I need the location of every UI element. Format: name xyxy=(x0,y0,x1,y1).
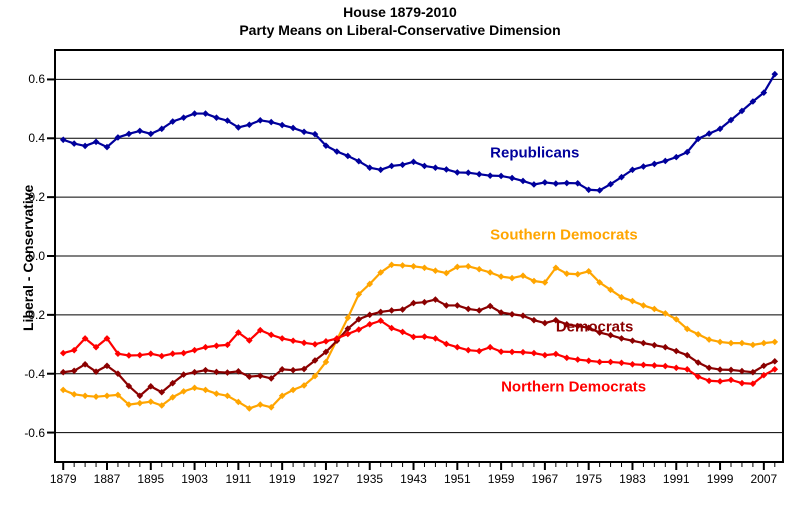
series-label-republicans: Republicans xyxy=(490,145,579,162)
x-tick-label: 1903 xyxy=(181,472,208,486)
chart-title: House 1879-2010 Party Means on Liberal-C… xyxy=(0,4,800,39)
x-tick-label: 1959 xyxy=(488,472,515,486)
x-tick-label: 1967 xyxy=(532,472,559,486)
x-tick-label: 1895 xyxy=(137,472,164,486)
y-tick-label: 0.2 xyxy=(28,190,45,204)
y-tick-label: -0.6 xyxy=(24,426,45,440)
x-tick-label: 1951 xyxy=(444,472,471,486)
plot-svg xyxy=(55,50,783,462)
y-tick-label: 0.6 xyxy=(28,72,45,86)
x-tick-label: 1991 xyxy=(663,472,690,486)
y-tick-label: 0.0 xyxy=(28,249,45,263)
x-tick-label: 2007 xyxy=(750,472,777,486)
plot-area xyxy=(55,50,783,462)
series-label-southern-democrats: Southern Democrats xyxy=(490,227,638,244)
x-tick-label: 1919 xyxy=(269,472,296,486)
x-tick-label: 1879 xyxy=(50,472,77,486)
series-label-northern-democrats: Northern Democrats xyxy=(501,378,646,395)
x-tick-label: 1943 xyxy=(400,472,427,486)
x-tick-label: 1999 xyxy=(707,472,734,486)
chart-container: House 1879-2010 Party Means on Liberal-C… xyxy=(0,0,800,515)
x-tick-label: 1911 xyxy=(225,472,251,486)
y-tick-label: 0.4 xyxy=(28,131,45,145)
x-tick-label: 1887 xyxy=(94,472,121,486)
x-tick-label: 1983 xyxy=(619,472,646,486)
y-tick-label: -0.2 xyxy=(24,308,45,322)
title-line-2: Party Means on Liberal-Conservative Dime… xyxy=(0,22,800,40)
y-tick-label: -0.4 xyxy=(24,367,45,381)
x-tick-label: 1975 xyxy=(575,472,602,486)
series-label-democrats: Democrats xyxy=(556,318,634,335)
x-tick-label: 1927 xyxy=(313,472,340,486)
x-tick-label: 1935 xyxy=(356,472,383,486)
title-line-1: House 1879-2010 xyxy=(0,4,800,22)
